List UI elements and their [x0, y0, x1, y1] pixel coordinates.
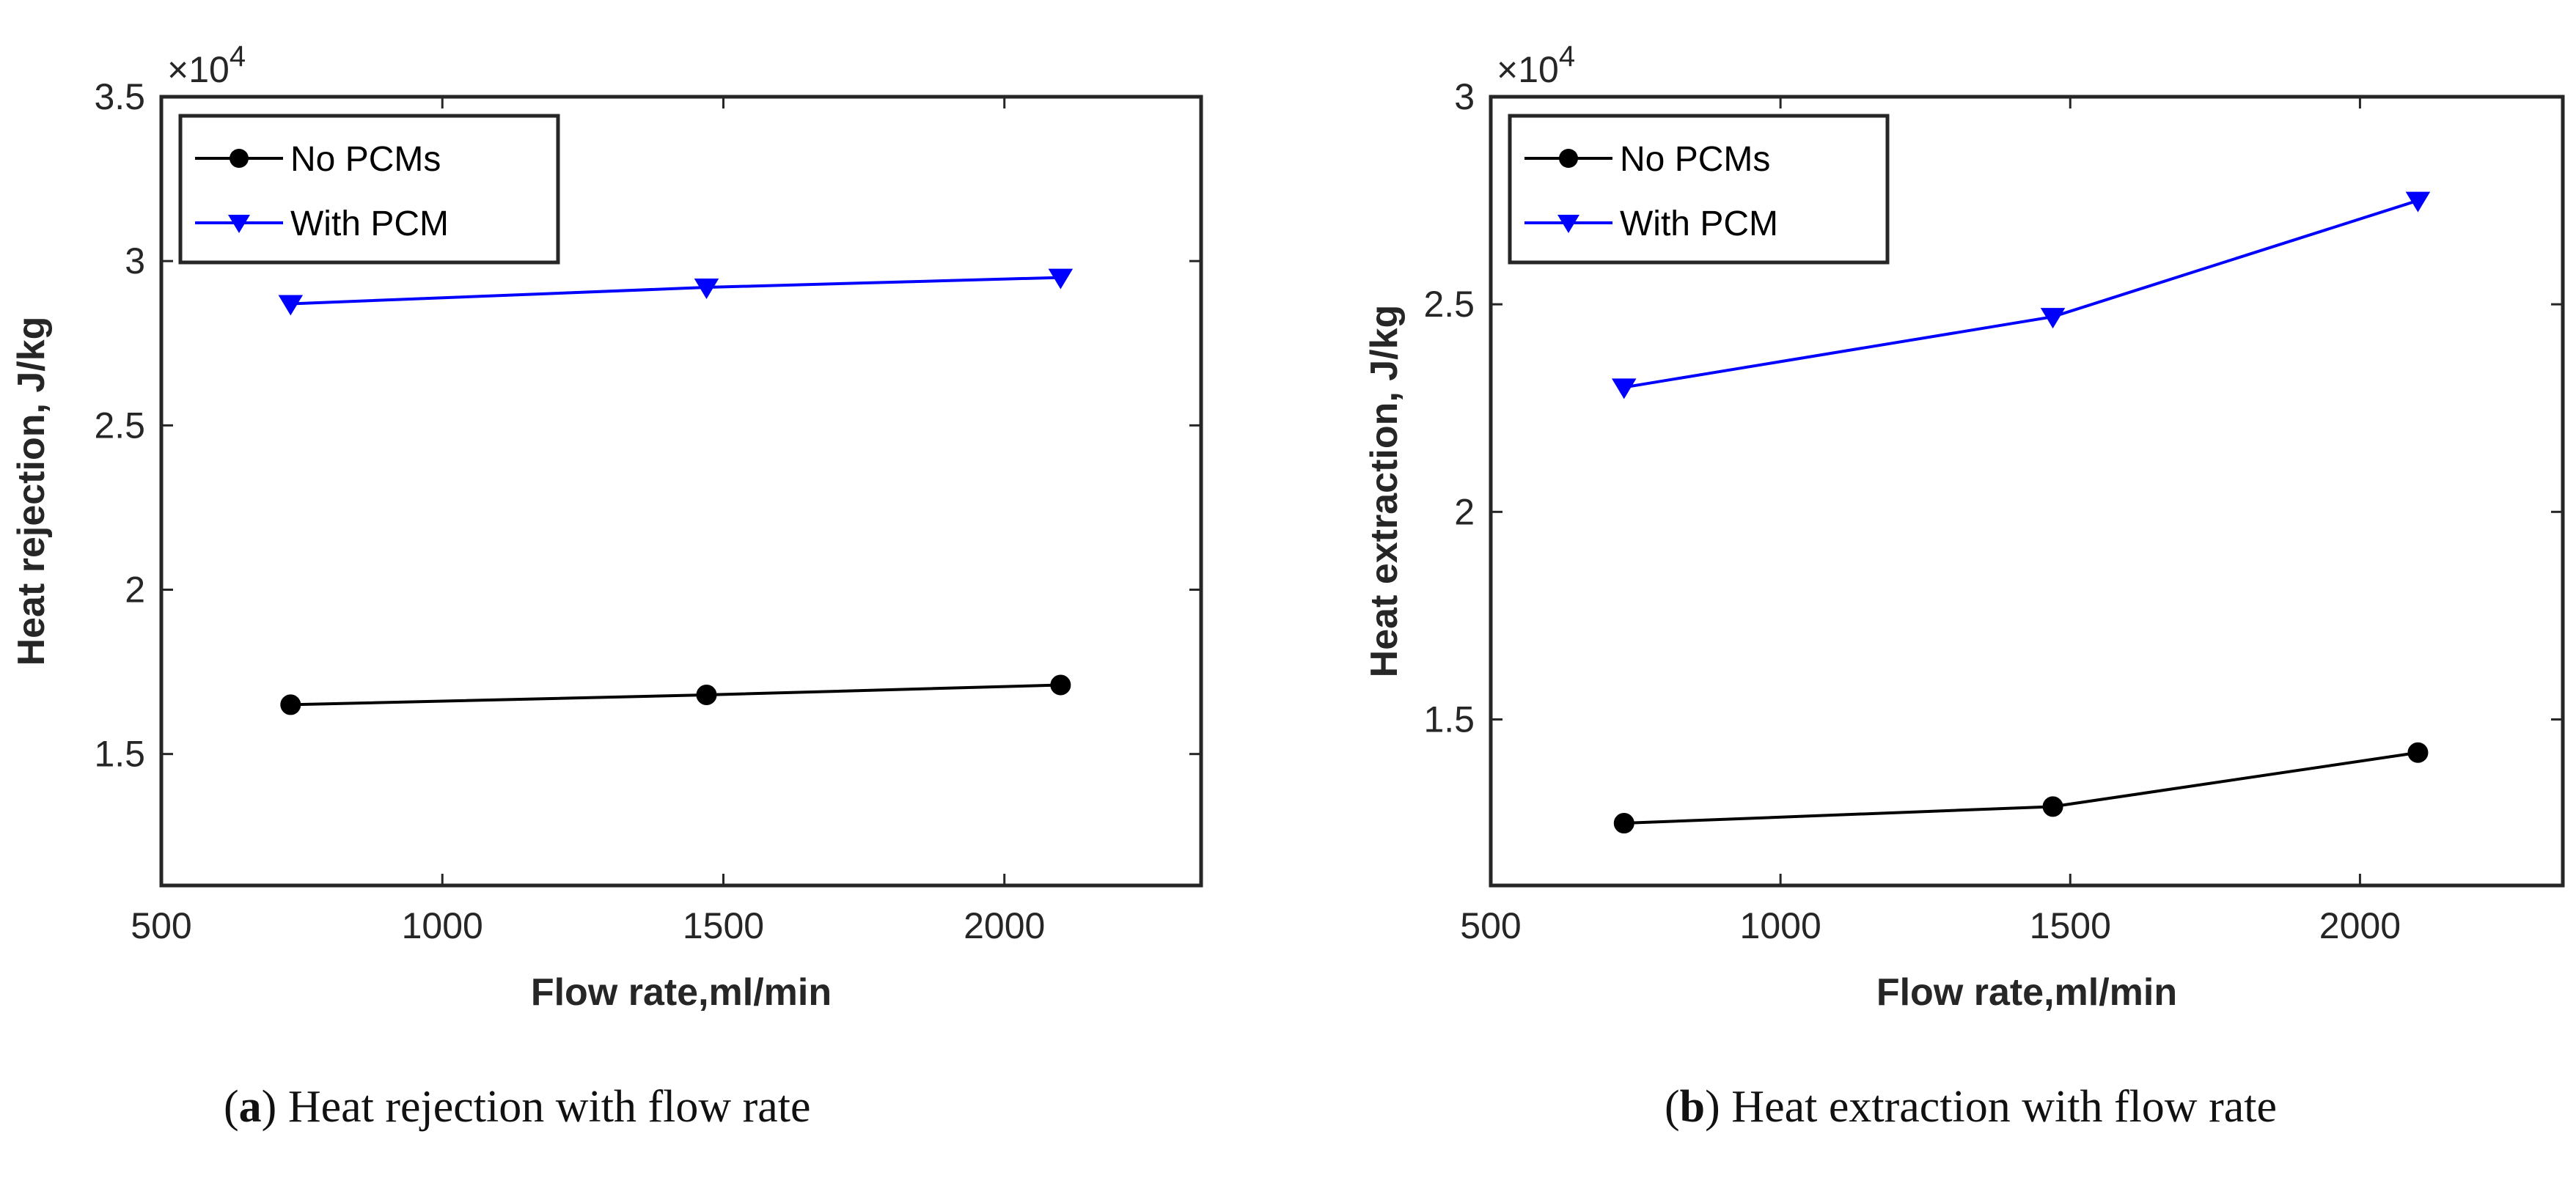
data-point-triangle	[278, 295, 304, 316]
y-axis-title: Heat rejection, J/kg	[10, 317, 53, 666]
data-point-circle	[2042, 796, 2063, 817]
y-tick-label: 2	[125, 570, 145, 611]
caption-b-text: Heat extraction with flow rate	[1731, 1082, 2277, 1132]
legend-box	[178, 114, 560, 265]
series-line-no-pcms	[1623, 751, 2418, 825]
caption-b-label: b	[1679, 1082, 1706, 1132]
legend-marker	[230, 149, 249, 168]
x-tick-label: 500	[131, 905, 191, 946]
x-tick-label: 1500	[2030, 905, 2111, 946]
x-tick-label: 500	[1460, 905, 1521, 946]
data-point-triangle	[2040, 308, 2066, 329]
legend-marker	[1557, 215, 1579, 233]
y-exponent-label: ×104	[167, 40, 246, 90]
data-point-triangle	[694, 279, 719, 299]
data-point-circle	[1050, 674, 1071, 696]
legend-label: No PCMs	[290, 140, 441, 179]
y-tick-label: 2.5	[1423, 284, 1475, 325]
y-tick-label: 1.5	[1423, 699, 1475, 740]
caption-a: (a) Heat rejection with flow rate	[224, 1082, 811, 1132]
axes-box	[1489, 95, 2565, 888]
x-tick-label: 1000	[402, 905, 483, 946]
data-point-triangle	[2405, 191, 2431, 213]
data-point-circle	[2407, 742, 2429, 763]
y-tick-label: 2	[1454, 491, 1475, 532]
data-point-circle	[696, 684, 717, 705]
legend-marker	[228, 215, 250, 233]
x-axis-title: Flow rate,ml/min	[1876, 971, 2177, 1014]
x-tick-label: 1000	[1740, 905, 1821, 946]
y-tick-label: 3	[1454, 76, 1475, 117]
y-tick-label: 1.5	[94, 734, 145, 775]
caption-b: (b) Heat extraction with flow rate	[1665, 1082, 2277, 1132]
x-tick-label: 1500	[683, 905, 764, 946]
x-tick-label: 2000	[964, 905, 1045, 946]
legend-label: With PCM	[1620, 205, 1778, 243]
chart-b: 500 1000 1500 2000 1.5 2 2.5 3 ×104 Flow rate,ml/…	[1363, 40, 2565, 1014]
y-exponent-label: ×104	[1497, 40, 1575, 90]
data-point-triangle	[1611, 378, 1637, 399]
y-tick-label: 3.5	[94, 76, 145, 117]
x-axis-title: Flow rate,ml/min	[531, 971, 832, 1014]
y-tick-label: 2.5	[94, 405, 145, 446]
y-exponent-power: 4	[230, 40, 246, 73]
y-axis-title: Heat extraction, J/kg	[1363, 305, 1406, 678]
y-tick-label: 3	[125, 240, 145, 281]
legend-label: No PCMs	[1620, 140, 1770, 179]
caption-a-label: a	[238, 1082, 262, 1132]
chart-a: 500 1000 1500 2000 1.5 2 2.5 3 3.5 ×104 Flow rate,…	[10, 40, 1203, 1014]
data-point-circle	[1613, 813, 1634, 834]
data-point-triangle	[1048, 268, 1074, 290]
caption-a-text: Heat rejection with flow rate	[287, 1082, 811, 1132]
series-line-with-pcm	[290, 276, 1061, 306]
y-exponent-base: ×10	[167, 49, 230, 90]
legend-label: With PCM	[290, 205, 449, 243]
legend-box	[1508, 114, 1890, 265]
series-line-no-pcms	[290, 683, 1061, 707]
x-tick-label: 2000	[2319, 905, 2401, 946]
y-exponent-power: 4	[1559, 40, 1575, 73]
legend-marker	[1559, 149, 1578, 168]
data-point-circle	[280, 694, 301, 715]
axes-box	[159, 95, 1203, 888]
y-exponent-base: ×10	[1497, 49, 1559, 90]
